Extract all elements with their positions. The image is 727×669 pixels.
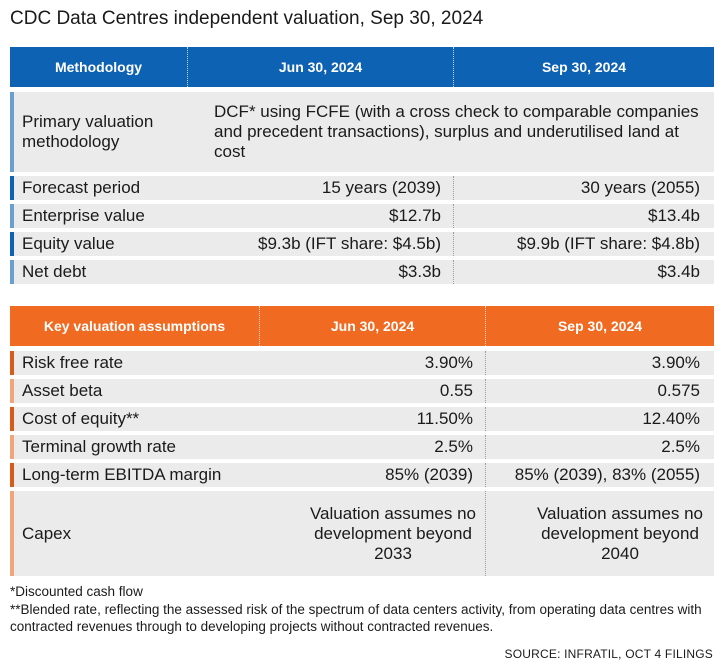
jun-value: 15 years (2039)	[321, 178, 441, 197]
assumptions-table: Key valuation assumptions Jun 30, 2024 S…	[10, 306, 714, 576]
sep-value: 0.575	[485, 379, 714, 403]
jun-value: 85% (2039)	[385, 465, 473, 484]
row-label: Terminal growth rate	[10, 435, 259, 459]
jun-value: 3.90%	[424, 353, 473, 372]
sep-value: 30 years (2055)	[453, 176, 714, 200]
header-jun: Jun 30, 2024	[259, 306, 485, 346]
primary-methodology-value: DCF* using FCFE (with a cross check to c…	[214, 102, 699, 161]
row-label: Primary valuation methodology	[10, 92, 187, 172]
row-terminal-growth-rate: Terminal growth rate 2.5% 2.5%	[10, 435, 714, 459]
row-forecast-period: Forecast period 15 years (2039) 30 years…	[10, 176, 714, 200]
jun-value: $3.3b	[398, 262, 441, 281]
row-equity-value: Equity value $9.3b (IFT share: $4.5b) $9…	[10, 232, 714, 256]
row-risk-free-rate: Risk free rate 3.90% 3.90%	[10, 351, 714, 375]
row-capex: Capex Valuation assumes no development b…	[10, 491, 714, 576]
row-label: Equity value	[10, 232, 187, 256]
row-cost-of-equity: Cost of equity** 11.50% 12.40%	[10, 407, 714, 431]
row-primary-methodology: Primary valuation methodology DCF* using…	[10, 92, 714, 172]
sep-value: 85% (2039), 83% (2055)	[485, 463, 714, 487]
methodology-header: Methodology Jun 30, 2024 Sep 30, 2024	[10, 47, 714, 87]
source-note: SOURCE: INFRATIL, OCT 4 FILINGS	[504, 647, 713, 661]
row-label: Enterprise value	[10, 204, 187, 228]
sep-value: $13.4b	[453, 204, 714, 228]
row-label: Asset beta	[10, 379, 259, 403]
header-jun: Jun 30, 2024	[187, 47, 453, 87]
sep-value: 12.40%	[485, 407, 714, 431]
jun-value: $12.7b	[389, 206, 441, 225]
sep-value: Valuation assumes no development beyond …	[485, 491, 714, 576]
row-asset-beta: Asset beta 0.55 0.575	[10, 379, 714, 403]
assumptions-header: Key valuation assumptions Jun 30, 2024 S…	[10, 306, 714, 346]
jun-value: Valuation assumes no development beyond …	[309, 503, 476, 563]
sep-value: 2.5%	[485, 435, 714, 459]
methodology-table: Methodology Jun 30, 2024 Sep 30, 2024 Pr…	[10, 47, 714, 284]
header-methodology: Methodology	[54, 59, 143, 75]
row-label: Capex	[10, 491, 259, 576]
row-ebitda-margin: Long-term EBITDA margin 85% (2039) 85% (…	[10, 463, 714, 487]
row-net-debt: Net debt $3.3b $3.4b	[10, 260, 714, 284]
sep-value: 3.90%	[485, 351, 714, 375]
row-label: Risk free rate	[10, 351, 259, 375]
jun-value: 2.5%	[434, 437, 473, 456]
row-label: Forecast period	[10, 176, 187, 200]
sep-value: $9.9b (IFT share: $4.8b)	[453, 232, 714, 256]
jun-value: 11.50%	[416, 409, 473, 428]
header-assumptions: Key valuation assumptions	[43, 318, 226, 334]
footnote-blended-rate: **Blended rate, reflecting the assessed …	[10, 602, 702, 634]
header-sep: Sep 30, 2024	[485, 306, 714, 346]
jun-value: 0.55	[439, 381, 473, 400]
row-label: Long-term EBITDA margin	[10, 463, 259, 487]
row-enterprise-value: Enterprise value $12.7b $13.4b	[10, 204, 714, 228]
footnote-dcf: *Discounted cash flow	[10, 584, 143, 599]
jun-value: $9.3b (IFT share: $4.5b)	[257, 234, 441, 253]
row-label: Net debt	[10, 260, 187, 284]
page-title: CDC Data Centres independent valuation, …	[10, 8, 484, 29]
row-label: Cost of equity**	[10, 407, 259, 431]
sep-value: $3.4b	[453, 260, 714, 284]
header-sep: Sep 30, 2024	[453, 47, 714, 87]
